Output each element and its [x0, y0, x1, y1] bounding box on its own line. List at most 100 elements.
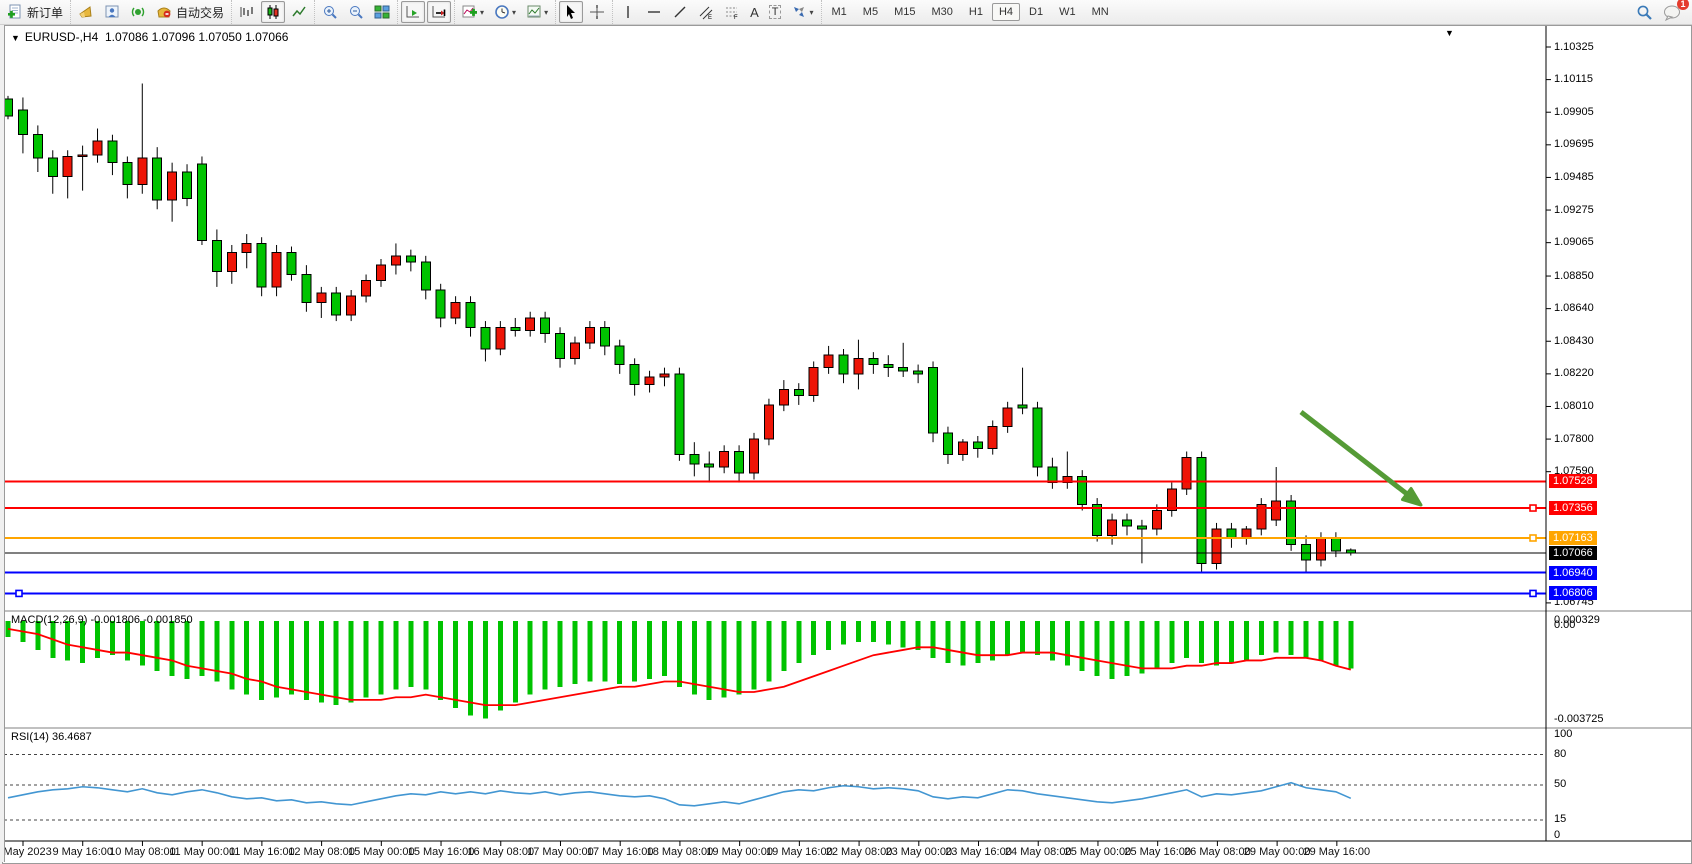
rsi-axis-label: 0 — [1554, 828, 1561, 841]
price-axis-tick[interactable]: 1.09695 — [1554, 138, 1594, 151]
profile-button[interactable] — [100, 1, 124, 23]
time-axis-label[interactable]: 29 May 16:00 — [1303, 846, 1371, 858]
timeframe-w1-button[interactable]: W1 — [1059, 6, 1076, 18]
time-axis-label[interactable]: 29 May 00:00 — [1243, 846, 1311, 858]
timeframe-h4-button[interactable]: H4 — [991, 3, 1020, 21]
zoom-out-button[interactable] — [344, 1, 368, 23]
price-level-tag[interactable]: 1.06806 — [1549, 586, 1597, 601]
text-tool-button[interactable]: A — [746, 1, 763, 23]
time-axis-label[interactable]: 17 May 00:00 — [527, 846, 594, 858]
time-axis-label[interactable]: 16 May 08:00 — [467, 846, 535, 858]
arrows-tool-button[interactable]: ▾ — [787, 1, 817, 23]
timeframe-group: M1 M5 M15 M30 H1 H4 D1 W1 MN — [820, 0, 1119, 24]
price-level-tag[interactable]: 1.07066 — [1549, 546, 1597, 561]
templates-dropdown-arrow[interactable]: ▾ — [544, 7, 549, 17]
time-axis-label[interactable]: 19 May 00:00 — [706, 846, 773, 858]
svg-text:E: E — [708, 15, 712, 20]
crosshair-tool-button[interactable] — [585, 1, 609, 23]
chart-title-caret-icon[interactable]: ▼ — [11, 33, 20, 43]
price-axis-tick[interactable]: 1.07800 — [1554, 432, 1594, 445]
horizontal-line-tool-button[interactable] — [642, 1, 666, 23]
indicators-button[interactable]: ▾ — [458, 1, 488, 23]
templates-icon — [526, 4, 542, 20]
time-axis-label[interactable]: 24 May 08:00 — [1004, 846, 1072, 858]
auto-trading-button[interactable]: 自动交易 — [152, 1, 228, 23]
rsi-axis-label: 50 — [1554, 778, 1567, 791]
price-axis-tick[interactable]: 1.10115 — [1554, 73, 1593, 86]
timeframe-mn-button[interactable]: MN — [1091, 6, 1109, 18]
zoom-in-button[interactable] — [318, 1, 342, 23]
price-axis-tick[interactable]: 1.09275 — [1554, 203, 1594, 216]
channel-tool-button[interactable]: E — [694, 1, 718, 23]
time-axis-label[interactable]: 11 May 16:00 — [228, 846, 295, 858]
new-order-button[interactable]: 新订单 — [3, 1, 67, 23]
time-axis-label[interactable]: 26 May 08:00 — [1184, 846, 1251, 858]
templates-button[interactable]: ▾ — [522, 1, 552, 23]
bar-chart-icon — [239, 4, 255, 20]
window-splitter[interactable] — [0, 25, 5, 862]
time-axis-label[interactable]: 17 May 16:00 — [586, 846, 654, 858]
cursor-tool-button[interactable] — [559, 1, 584, 23]
arrows-dropdown-arrow[interactable]: ▾ — [809, 7, 814, 17]
time-axis-label[interactable]: 23 May 00:00 — [885, 846, 953, 858]
candlestick-chart-button[interactable] — [261, 1, 286, 23]
time-axis-label[interactable]: 15 May 00:00 — [347, 846, 415, 858]
periods-dropdown-arrow[interactable]: ▾ — [512, 7, 517, 17]
price-level-tag[interactable]: 1.07528 — [1549, 474, 1597, 489]
chart-title[interactable]: ▼ EURUSD-,H4 1.07086 1.07096 1.07050 1.07… — [11, 30, 288, 44]
price-axis-tick[interactable]: 1.09905 — [1554, 105, 1594, 118]
chat-bubble-icon — [1663, 4, 1681, 21]
chart-end-marker-icon[interactable]: ▼ — [1445, 28, 1454, 38]
price-axis-tick[interactable]: 1.09065 — [1554, 236, 1594, 249]
indicators-dropdown-arrow[interactable]: ▾ — [480, 7, 485, 17]
price-level-tag[interactable]: 1.07356 — [1549, 501, 1597, 516]
chart-plot-area[interactable] — [3, 26, 1691, 863]
signal-button[interactable] — [126, 1, 150, 23]
line-chart-button[interactable] — [287, 1, 311, 23]
time-axis-label[interactable]: 19 May 16:00 — [766, 846, 833, 858]
text-label-tool-button[interactable]: T — [765, 1, 786, 23]
tile-windows-button[interactable] — [370, 1, 394, 23]
quotes-button[interactable] — [74, 1, 98, 23]
timeframe-m5-button[interactable]: M5 — [862, 6, 879, 18]
price-axis-tick[interactable]: 1.08220 — [1554, 367, 1594, 380]
chart-window[interactable]: ▼ EURUSD-,H4 1.07086 1.07096 1.07050 1.07… — [0, 25, 1692, 864]
time-axis-label[interactable]: 9 May 2023 — [0, 846, 52, 858]
timeframe-m15-button[interactable]: M15 — [894, 6, 916, 18]
periods-button[interactable]: ▾ — [490, 1, 520, 23]
time-axis-label[interactable]: 23 May 16:00 — [945, 846, 1012, 858]
time-axis-label[interactable]: 18 May 08:00 — [646, 846, 714, 858]
time-axis-label[interactable]: 25 May 00:00 — [1064, 846, 1132, 858]
price-axis-tick[interactable]: 1.08430 — [1554, 334, 1594, 347]
time-axis-label[interactable]: 11 May 00:00 — [169, 846, 236, 858]
time-axis-label[interactable]: 12 May 08:00 — [288, 846, 355, 858]
price-axis-tick[interactable]: 1.09485 — [1554, 170, 1594, 183]
trendline-tool-button[interactable] — [668, 1, 692, 23]
timeframe-h1-button[interactable]: H1 — [968, 6, 983, 18]
vertical-line-icon — [620, 4, 636, 20]
text-label-tool-icon: T — [768, 5, 782, 19]
time-axis-label[interactable]: 25 May 16:00 — [1124, 846, 1191, 858]
time-axis-label[interactable]: 15 May 16:00 — [407, 846, 475, 858]
time-axis-label[interactable]: 9 May 16:00 — [52, 846, 113, 858]
timeframe-d1-button[interactable]: D1 — [1029, 6, 1044, 18]
auto-scroll-button[interactable] — [401, 1, 426, 23]
price-level-tag[interactable]: 1.06940 — [1549, 565, 1597, 580]
price-level-tag[interactable]: 1.07163 — [1549, 530, 1597, 545]
chart-ohlc-values: 1.07086 1.07096 1.07050 1.07066 — [104, 30, 289, 44]
price-axis-tick[interactable]: 1.08640 — [1554, 302, 1594, 315]
search-button[interactable] — [1632, 1, 1657, 23]
timeframe-m30-button[interactable]: M30 — [931, 6, 953, 18]
notifications-button[interactable]: 1 — [1659, 0, 1689, 23]
price-axis-tick[interactable]: 1.08010 — [1554, 399, 1594, 412]
timeframe-m1-button[interactable]: M1 — [831, 6, 847, 18]
price-axis-tick[interactable]: 1.07590 — [1554, 465, 1594, 478]
time-axis-label[interactable]: 10 May 08:00 — [109, 846, 176, 858]
fibonacci-tool-button[interactable]: F — [720, 1, 744, 23]
vertical-line-tool-button[interactable] — [616, 1, 640, 23]
chart-shift-button[interactable] — [427, 1, 452, 23]
bar-chart-button[interactable] — [235, 1, 259, 23]
time-axis-label[interactable]: 22 May 08:00 — [825, 846, 893, 858]
price-axis-tick[interactable]: 1.08850 — [1554, 269, 1594, 282]
price-axis-tick[interactable]: 1.10325 — [1554, 40, 1594, 53]
